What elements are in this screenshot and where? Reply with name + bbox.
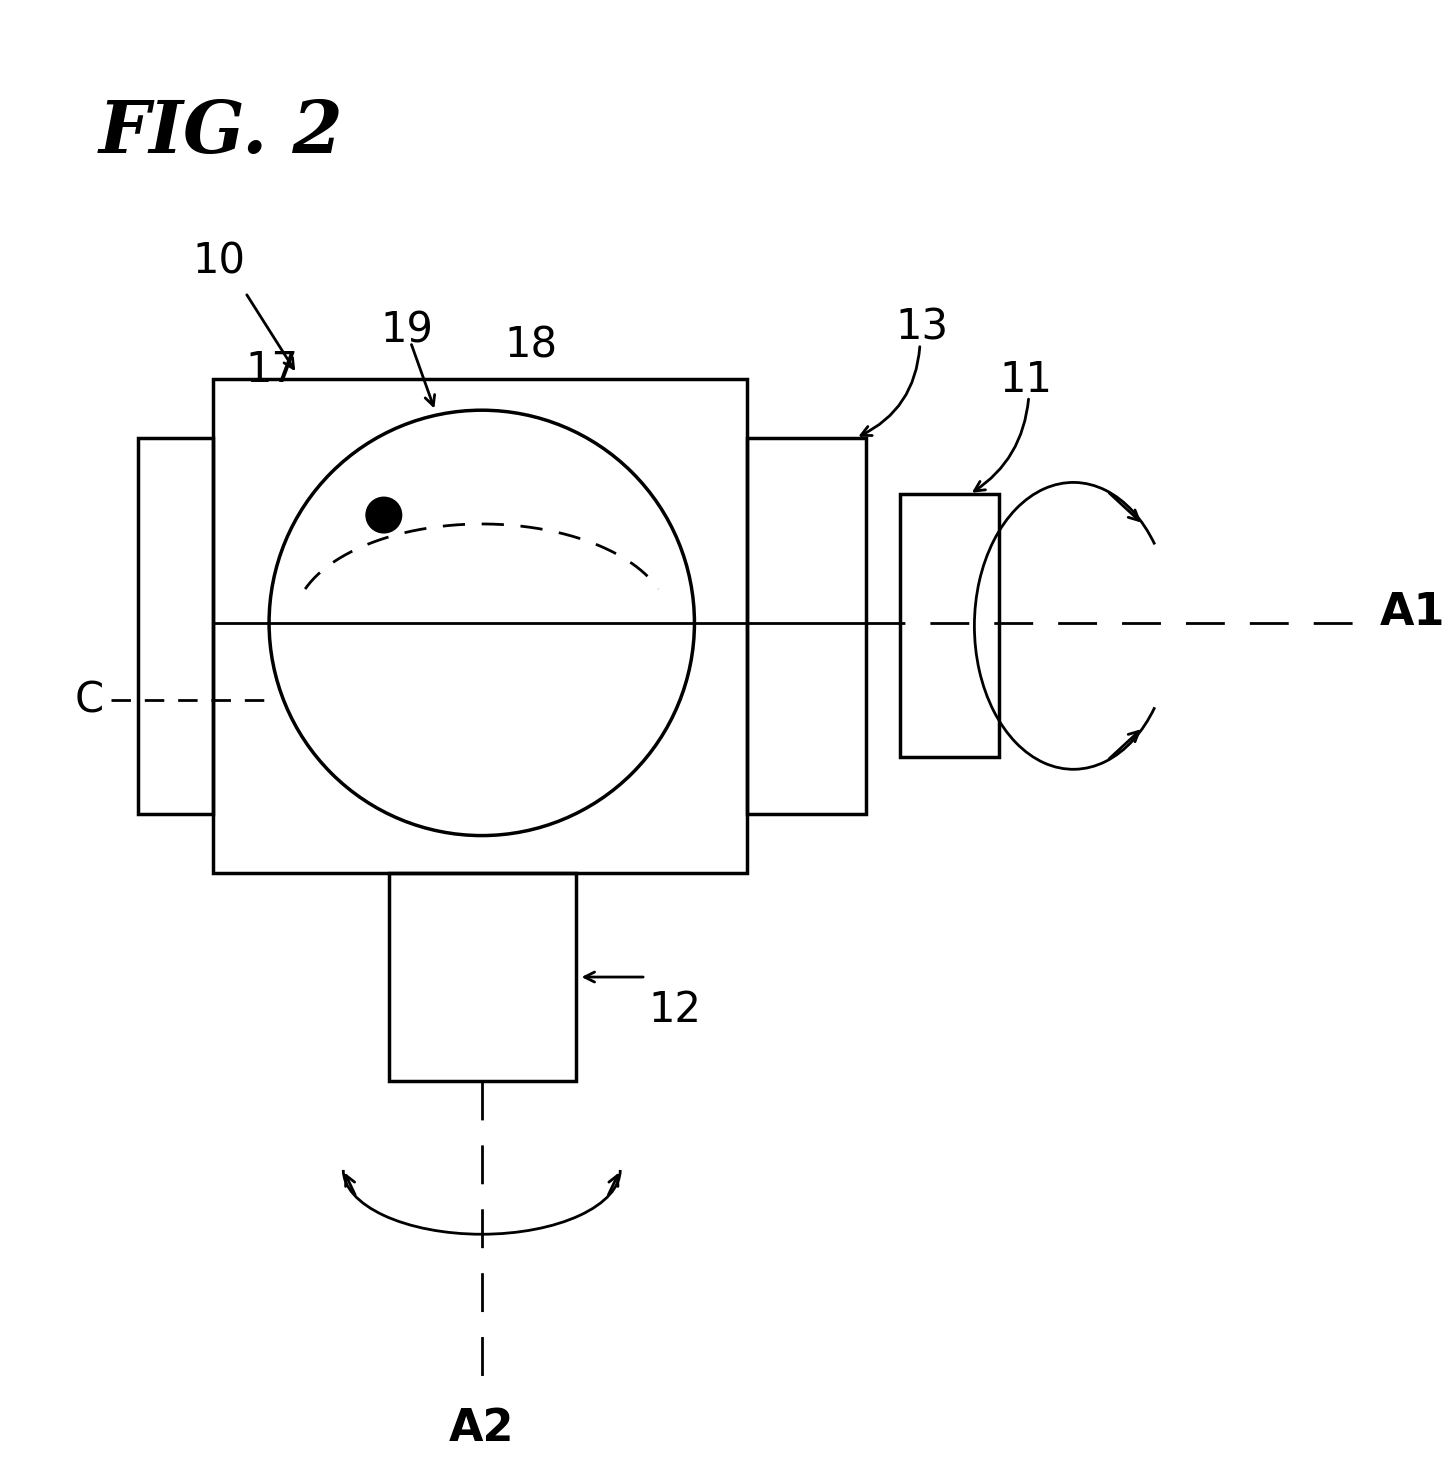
Text: 13: 13 [895, 306, 949, 348]
Text: 10: 10 [194, 240, 246, 282]
Text: A2: A2 [450, 1407, 515, 1451]
Text: 12: 12 [647, 989, 701, 1030]
Text: FIG. 2: FIG. 2 [99, 97, 343, 168]
Text: 17: 17 [246, 348, 298, 391]
Text: 11: 11 [1000, 359, 1052, 401]
Text: A1: A1 [1379, 591, 1445, 635]
Text: C: C [74, 679, 103, 722]
Circle shape [367, 497, 402, 532]
Text: 19: 19 [381, 309, 434, 351]
Text: 18: 18 [505, 325, 557, 366]
